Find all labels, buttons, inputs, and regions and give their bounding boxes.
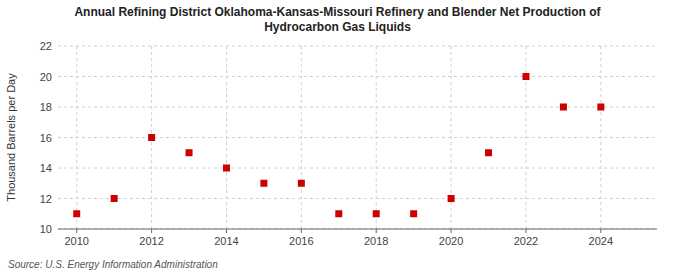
grid-line-y xyxy=(58,107,657,108)
y-tick-label: 16 xyxy=(40,132,52,144)
point xyxy=(186,149,193,156)
grid-line-x xyxy=(376,46,377,229)
grid-line-y xyxy=(58,198,657,199)
chart-container: Annual Refining District Oklahoma-Kansas… xyxy=(0,0,675,275)
grid xyxy=(58,46,657,229)
point xyxy=(148,134,155,141)
point xyxy=(223,165,230,172)
x-tick-label: 2010 xyxy=(64,235,88,247)
point xyxy=(73,210,80,217)
x-tick xyxy=(226,229,227,233)
source: Source: U.S. Energy Information Administ… xyxy=(8,259,218,270)
grid-line-y xyxy=(58,168,657,169)
point xyxy=(410,210,417,217)
x-tick xyxy=(301,229,302,233)
background xyxy=(0,0,675,275)
grid-line-x xyxy=(301,46,302,229)
x-tick-label: 2012 xyxy=(139,235,163,247)
grid-line-y xyxy=(58,229,657,230)
point xyxy=(485,149,492,156)
x-tick-label: 2020 xyxy=(439,235,463,247)
y-tick-label: 18 xyxy=(40,101,52,113)
x-tick-label: 2024 xyxy=(589,235,613,247)
point xyxy=(597,104,604,111)
point xyxy=(522,73,529,80)
x-tick xyxy=(525,229,526,233)
point xyxy=(373,210,380,217)
point xyxy=(335,210,342,217)
point xyxy=(560,104,567,111)
grid-line-x xyxy=(226,46,227,229)
x-tick-label: 2018 xyxy=(364,235,388,247)
title: Annual Refining District Oklahoma-Kansas… xyxy=(74,5,601,34)
y-axis-label: Thousand Barrels per Day xyxy=(5,73,17,202)
x-axis-line xyxy=(58,229,657,230)
x-tick xyxy=(151,229,152,233)
grid-line-y xyxy=(58,46,657,47)
point xyxy=(298,180,305,187)
grid-line-x xyxy=(600,46,601,229)
x-tick xyxy=(600,229,601,233)
x-tick xyxy=(376,229,377,233)
chart-svg: Annual Refining District Oklahoma-Kansas… xyxy=(0,0,675,275)
point xyxy=(260,180,267,187)
grid-line-x xyxy=(76,46,77,229)
y-tick-label: 22 xyxy=(40,40,52,52)
grid-line-y xyxy=(58,76,657,77)
y-tick-label: 12 xyxy=(40,193,52,205)
points xyxy=(73,73,604,217)
x-tick-label: 2014 xyxy=(214,235,238,247)
x-tick xyxy=(451,229,452,233)
x-tick-label: 2016 xyxy=(289,235,313,247)
x-tick-label: 2022 xyxy=(514,235,538,247)
point xyxy=(448,195,455,202)
y-tick-label: 10 xyxy=(40,223,52,235)
x-tick xyxy=(76,229,77,233)
y-tick-label: 20 xyxy=(40,71,52,83)
grid-line-y xyxy=(58,137,657,138)
point xyxy=(111,195,118,202)
y-tick-label: 14 xyxy=(40,162,52,174)
axes: 1012141618202220102012201420162018202020… xyxy=(40,40,657,247)
